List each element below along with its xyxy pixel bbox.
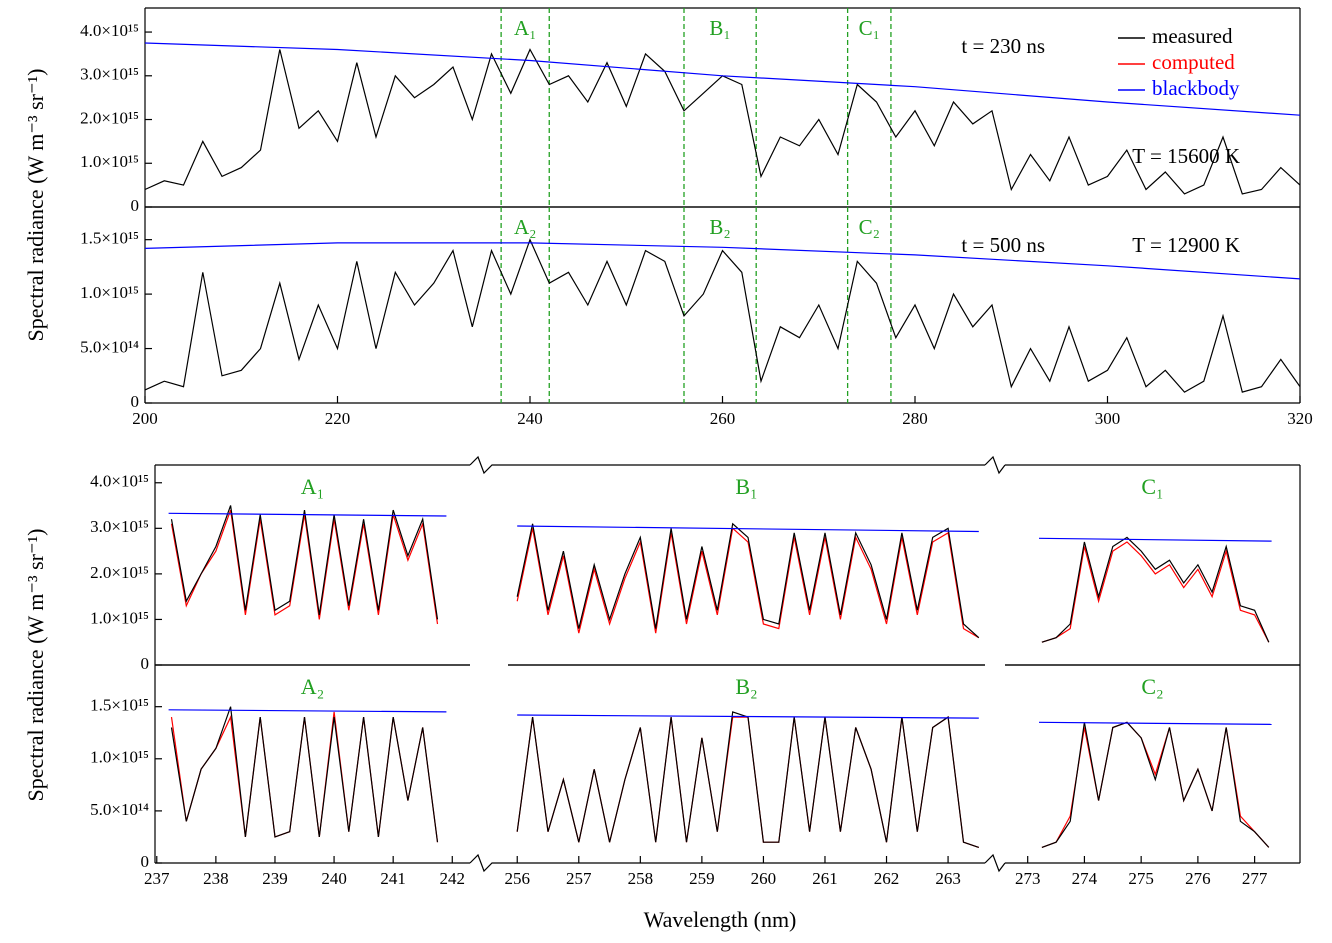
series-line <box>170 711 439 843</box>
y-tick-label: 1.5×10¹⁵ <box>80 229 139 248</box>
x-tick-label: 257 <box>566 869 592 888</box>
x-tick-label: 242 <box>440 869 466 888</box>
x-tick-label: 239 <box>262 869 288 888</box>
series-line <box>144 48 1301 195</box>
x-tick-label: 258 <box>628 869 654 888</box>
series-line <box>144 42 1301 116</box>
series-line <box>1041 536 1270 643</box>
series-line <box>144 238 1301 393</box>
y-tick-label: 5.0×10¹⁴ <box>80 337 139 356</box>
series-line <box>1038 537 1272 542</box>
region-label: C₁ <box>859 16 880 40</box>
x-tick-label: 241 <box>380 869 406 888</box>
region-label: C₂ <box>859 215 880 239</box>
x-tick-label: 259 <box>689 869 715 888</box>
x-tick-label: 220 <box>325 409 351 428</box>
panel-title: A₂ <box>301 674 325 699</box>
series-line <box>170 509 439 625</box>
y-tick-label: 0 <box>141 852 150 871</box>
x-tick-label: 260 <box>751 869 777 888</box>
region-label: A₂ <box>514 215 537 239</box>
x-tick-label: 280 <box>902 409 928 428</box>
y-tick-label: 1.0×10¹⁵ <box>90 608 149 627</box>
annotation: T = 15600 K <box>1132 144 1240 168</box>
x-tick-label: 260 <box>710 409 736 428</box>
x-tick-label: 200 <box>132 409 158 428</box>
y-tick-label: 0 <box>131 196 140 215</box>
y-tick-label: 0 <box>141 654 150 673</box>
x-tick-label: 240 <box>321 869 347 888</box>
y-tick-label: 2.0×10¹⁵ <box>90 563 149 582</box>
y-tick-label: 4.0×10¹⁵ <box>80 21 139 40</box>
x-tick-label: 276 <box>1185 869 1211 888</box>
series-line <box>516 716 979 848</box>
series-line <box>517 525 979 533</box>
panel-title: C₂ <box>1141 674 1163 699</box>
x-axis-label: Wavelength (nm) <box>644 907 797 932</box>
y-tick-label: 2.0×10¹⁵ <box>80 108 139 127</box>
series-line <box>168 512 447 517</box>
series-line <box>1038 721 1272 725</box>
x-tick-label: 237 <box>144 869 170 888</box>
panel-title: C₁ <box>1141 474 1163 499</box>
annotation: t = 230 ns <box>961 34 1045 58</box>
series-line <box>516 527 980 639</box>
series-line <box>1041 541 1270 643</box>
annotation: t = 500 ns <box>961 233 1045 257</box>
x-tick-label: 277 <box>1242 869 1268 888</box>
y-tick-label: 1.0×10¹⁵ <box>80 283 139 302</box>
x-tick-label: 240 <box>517 409 543 428</box>
y-tick-label: 1.0×10¹⁵ <box>80 152 139 171</box>
y-axis-label: Spectral radiance (W m⁻³ sr⁻¹) <box>23 68 48 341</box>
series-line <box>516 522 980 639</box>
axis-breaks <box>469 455 1006 873</box>
legend-label: measured <box>1152 24 1233 48</box>
region-label: B₁ <box>709 16 730 40</box>
x-tick-label: 263 <box>935 869 961 888</box>
x-tick-label: 262 <box>874 869 900 888</box>
annotation: T = 12900 K <box>1132 233 1240 257</box>
series-line <box>517 714 979 719</box>
legend-label: blackbody <box>1152 76 1240 100</box>
panel-title: A₁ <box>301 474 325 499</box>
panel-title: B₂ <box>735 674 757 699</box>
y-tick-label: 4.0×10¹⁵ <box>90 472 149 491</box>
y-tick-label: 0 <box>131 392 140 411</box>
series-line <box>168 709 447 713</box>
x-tick-label: 300 <box>1095 409 1121 428</box>
y-tick-label: 3.0×10¹⁵ <box>90 517 149 536</box>
y-tick-label: 1.0×10¹⁵ <box>90 748 149 767</box>
legend-label: computed <box>1152 50 1235 74</box>
x-tick-label: 274 <box>1072 869 1098 888</box>
y-tick-label: 5.0×10¹⁴ <box>90 800 149 819</box>
x-tick-label: 238 <box>203 869 229 888</box>
x-tick-label: 256 <box>504 869 530 888</box>
series-line <box>1041 721 1270 848</box>
x-tick-label: 261 <box>812 869 838 888</box>
region-label: B₂ <box>709 215 730 239</box>
y-axis-label: Spectral radiance (W m⁻³ sr⁻¹) <box>23 528 48 801</box>
panel-title: B₁ <box>735 474 757 499</box>
x-tick-label: 273 <box>1015 869 1041 888</box>
series-line <box>516 711 979 848</box>
series-line <box>170 706 439 843</box>
y-tick-label: 3.0×10¹⁵ <box>80 65 139 84</box>
series-line <box>144 242 1301 280</box>
x-tick-label: 275 <box>1128 869 1154 888</box>
x-tick-label: 320 <box>1287 409 1313 428</box>
series-line <box>170 505 439 620</box>
region-label: A₁ <box>514 16 537 40</box>
y-tick-label: 1.5×10¹⁵ <box>90 696 149 715</box>
